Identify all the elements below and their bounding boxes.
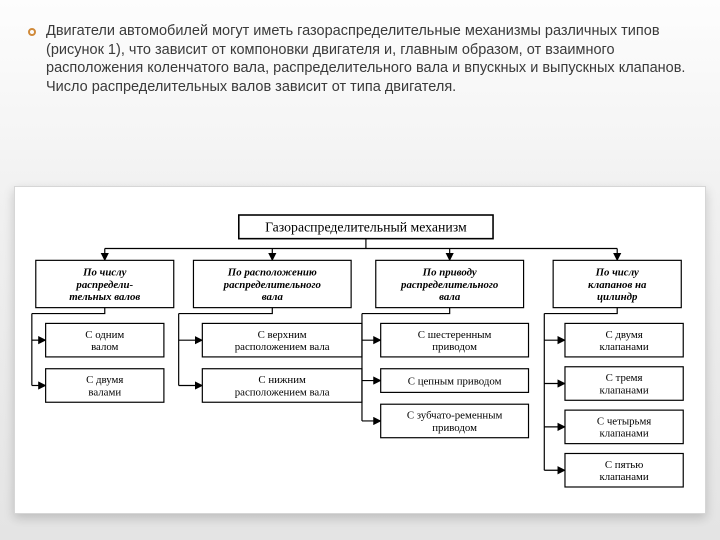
svg-text:С цепным приводом: С цепным приводом (408, 375, 502, 387)
svg-text:Газораспределительный механизм: Газораспределительный механизм (265, 220, 467, 235)
svg-text:С четырьмяклапанами: С четырьмяклапанами (597, 416, 651, 440)
svg-text:С двумяклапанами: С двумяклапанами (600, 329, 649, 353)
svg-text:С двумявалами: С двумявалами (86, 374, 123, 398)
svg-text:С тремяклапанами: С тремяклапанами (600, 372, 649, 396)
slide: Двигатели автомобилей могут иметь газора… (0, 0, 720, 540)
diagram-panel: Газораспределительный механизмПо числура… (14, 186, 706, 514)
paragraph-text: Двигатели автомобилей могут иметь газора… (46, 22, 692, 96)
svg-text:С пятьюклапанами: С пятьюклапанами (600, 459, 649, 483)
bullet-row: Двигатели автомобилей могут иметь газора… (28, 22, 692, 96)
bullet-icon (28, 28, 36, 36)
diagram-svg: Газораспределительный механизмПо числура… (21, 195, 699, 507)
